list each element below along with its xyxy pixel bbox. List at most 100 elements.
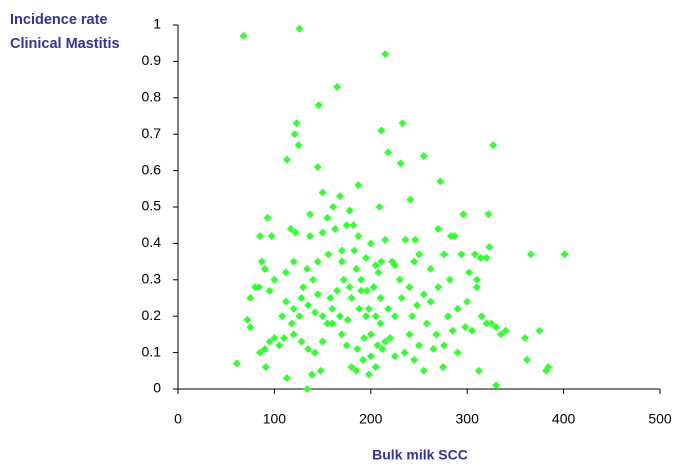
point bbox=[376, 294, 385, 302]
point bbox=[246, 294, 255, 302]
point bbox=[289, 257, 298, 266]
y-tick-label: 0.9 bbox=[142, 52, 162, 68]
point bbox=[477, 312, 486, 321]
point bbox=[303, 385, 312, 393]
point bbox=[287, 319, 296, 328]
x-tick-label: 200 bbox=[359, 411, 383, 427]
point bbox=[496, 330, 505, 339]
point bbox=[352, 264, 361, 273]
point bbox=[352, 366, 361, 375]
point bbox=[463, 297, 472, 306]
point bbox=[362, 286, 371, 295]
point bbox=[281, 297, 290, 306]
point bbox=[377, 126, 386, 135]
point bbox=[411, 235, 420, 244]
point bbox=[342, 341, 351, 350]
point bbox=[282, 374, 291, 383]
point bbox=[313, 162, 322, 171]
point bbox=[408, 312, 417, 321]
point bbox=[381, 235, 390, 244]
point bbox=[366, 239, 375, 248]
point bbox=[405, 330, 414, 339]
point bbox=[476, 253, 485, 262]
x-tick-label: 400 bbox=[552, 411, 576, 427]
x-tick-label: 300 bbox=[456, 411, 480, 427]
point bbox=[313, 290, 322, 299]
point bbox=[337, 257, 346, 266]
point bbox=[390, 352, 399, 361]
point bbox=[396, 159, 405, 168]
point bbox=[398, 119, 407, 128]
point bbox=[360, 334, 369, 343]
point bbox=[265, 286, 274, 295]
point bbox=[443, 312, 452, 321]
point bbox=[333, 286, 342, 295]
point bbox=[369, 283, 378, 292]
point bbox=[429, 344, 438, 353]
point bbox=[304, 301, 313, 310]
point bbox=[474, 366, 483, 375]
point bbox=[354, 232, 363, 241]
point bbox=[251, 283, 260, 292]
point bbox=[260, 264, 269, 273]
point bbox=[281, 268, 290, 277]
point bbox=[357, 275, 366, 284]
point bbox=[339, 275, 348, 284]
point bbox=[278, 312, 287, 321]
point bbox=[432, 330, 441, 339]
point bbox=[314, 101, 323, 110]
point bbox=[289, 304, 298, 313]
point bbox=[349, 221, 358, 230]
point bbox=[304, 344, 313, 353]
point bbox=[419, 366, 428, 375]
point bbox=[333, 82, 342, 91]
x-axis-label: Bulk milk SCC bbox=[372, 447, 468, 463]
x-tick-label: 0 bbox=[174, 411, 182, 427]
point bbox=[347, 294, 356, 302]
x-tick-label: 500 bbox=[648, 411, 672, 427]
point bbox=[501, 326, 510, 335]
point bbox=[357, 286, 366, 295]
point bbox=[306, 210, 315, 219]
point bbox=[295, 24, 304, 33]
point bbox=[239, 31, 248, 40]
point bbox=[318, 312, 327, 321]
point bbox=[294, 141, 303, 150]
point bbox=[345, 283, 354, 292]
point bbox=[275, 341, 284, 350]
point bbox=[521, 334, 530, 343]
point bbox=[482, 319, 491, 328]
point bbox=[366, 330, 375, 339]
point bbox=[482, 253, 491, 262]
point bbox=[544, 363, 553, 372]
point bbox=[255, 348, 264, 357]
point bbox=[487, 319, 496, 328]
point bbox=[489, 141, 498, 150]
point bbox=[436, 177, 445, 186]
y-axis-label: Incidence rate Clinical Mastitis bbox=[10, 12, 120, 52]
point bbox=[450, 232, 459, 241]
point bbox=[280, 334, 289, 343]
point bbox=[246, 323, 255, 332]
point bbox=[316, 366, 325, 375]
point bbox=[292, 119, 301, 128]
point bbox=[255, 232, 264, 241]
point bbox=[310, 348, 319, 357]
point bbox=[492, 381, 501, 390]
point bbox=[400, 348, 409, 357]
point bbox=[232, 359, 241, 368]
point bbox=[381, 50, 390, 59]
point bbox=[371, 261, 380, 270]
point bbox=[328, 319, 337, 328]
point bbox=[448, 326, 457, 335]
point bbox=[426, 264, 435, 273]
y-tick-label: 1 bbox=[153, 16, 161, 32]
point bbox=[270, 334, 279, 343]
point bbox=[453, 304, 462, 313]
point bbox=[295, 312, 304, 321]
point bbox=[472, 275, 481, 284]
point bbox=[388, 257, 397, 266]
point bbox=[366, 352, 375, 361]
point bbox=[440, 250, 449, 259]
